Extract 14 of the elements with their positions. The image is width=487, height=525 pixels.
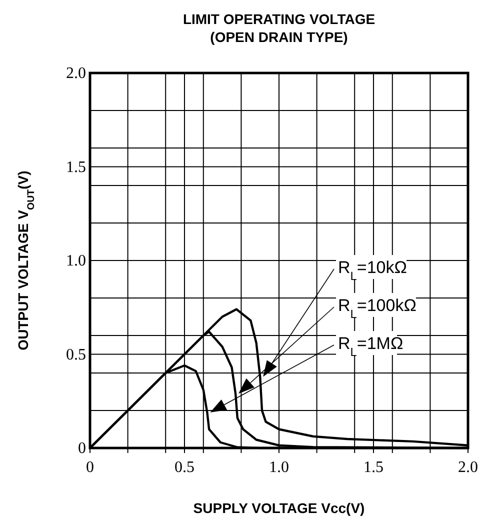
y-tick-label: 1.5 bbox=[66, 158, 86, 176]
x-tick-label: 0.5 bbox=[174, 459, 194, 476]
annotation: R$_{L}$=1MΩ bbox=[338, 334, 404, 359]
y-tick-label: 2.0 bbox=[66, 65, 86, 82]
annotation: R$_{L}$=10kΩ bbox=[338, 258, 407, 283]
x-tick-label: 1.0 bbox=[269, 459, 289, 476]
x-tick-label: 2.0 bbox=[458, 459, 478, 476]
y-tick-label: 0 bbox=[78, 440, 86, 457]
y-tick-label: 1.0 bbox=[66, 252, 86, 270]
y-tick-label: 0.5 bbox=[66, 346, 86, 364]
x-tick-label: 1.5 bbox=[364, 459, 384, 476]
chart-title: LIMIT OPERATING VOLTAGE (OPEN DRAIN TYPE) bbox=[182, 11, 376, 45]
x-axis-title: SUPPLY VOLTAGE Vcc(V) bbox=[193, 500, 365, 516]
annotation: R$_{L}$=100kΩ bbox=[338, 296, 416, 321]
